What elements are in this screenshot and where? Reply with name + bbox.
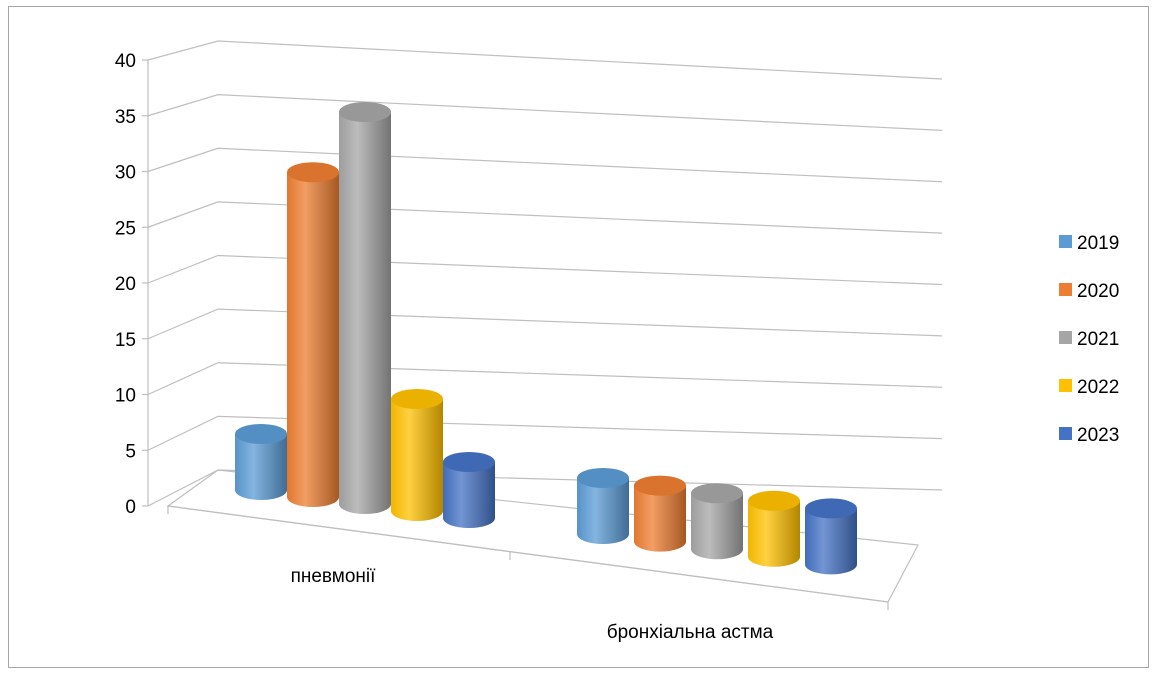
gridline xyxy=(147,40,943,80)
legend-swatch xyxy=(1059,283,1072,296)
legend-label: 2023 xyxy=(1077,425,1119,446)
gridline xyxy=(147,201,943,234)
gridline xyxy=(147,94,943,131)
gridline xyxy=(147,415,943,451)
legend-swatch xyxy=(1059,331,1072,344)
category-labels: пневмонії бронхіальна астма xyxy=(291,566,774,643)
gridline xyxy=(147,147,943,183)
bar-top xyxy=(805,498,857,519)
y-tick-label: 30 xyxy=(115,163,136,184)
bar-2022-pneumonia xyxy=(391,389,443,521)
legend-item-2019: 2019 xyxy=(1059,233,1119,254)
legend-label: 2022 xyxy=(1077,377,1119,398)
bars xyxy=(235,102,857,575)
legend-label: 2021 xyxy=(1077,329,1119,350)
bar-2021-pneumonia xyxy=(339,102,391,514)
gridline xyxy=(147,308,943,340)
bar-body xyxy=(805,508,857,575)
bar-body xyxy=(287,172,339,507)
legend-label: 2020 xyxy=(1077,281,1119,302)
bar-body xyxy=(634,485,686,552)
y-tick-label: 10 xyxy=(115,386,136,407)
legend-label: 2019 xyxy=(1077,233,1119,254)
gridlines xyxy=(142,40,943,507)
gridline xyxy=(147,254,943,286)
y-axis-ticks: 0 5 10 15 20 25 30 35 40 xyxy=(115,51,136,518)
legend-swatch xyxy=(1059,379,1072,392)
bar-body xyxy=(391,399,443,521)
bar-2019-asthma xyxy=(577,468,629,544)
y-tick-label: 35 xyxy=(115,107,136,128)
legend-item-2021: 2021 xyxy=(1059,329,1119,350)
gridline xyxy=(147,469,943,507)
legend-item-2023: 2023 xyxy=(1059,425,1119,446)
y-tick-label: 25 xyxy=(115,218,136,239)
y-tick-label: 20 xyxy=(115,274,136,295)
bar-top xyxy=(748,490,800,511)
y-tick-label: 15 xyxy=(115,330,136,351)
bar-2023-pneumonia xyxy=(443,452,495,528)
bar-2022-asthma xyxy=(748,490,800,567)
legend: 2019 2020 2021 2022 2023 xyxy=(1059,233,1119,446)
bar-body xyxy=(235,434,287,500)
legend-item-2020: 2020 xyxy=(1059,281,1119,302)
bar-2021-asthma xyxy=(691,483,743,560)
bar-body xyxy=(577,478,629,544)
bar-top xyxy=(339,102,391,122)
y-tick-label: 5 xyxy=(125,441,136,462)
bar-top xyxy=(577,468,629,488)
y-tick-label: 40 xyxy=(115,51,136,72)
bar-top xyxy=(691,483,743,504)
x-axis-line xyxy=(167,505,889,603)
chart-frame xyxy=(8,6,1149,668)
bar-body xyxy=(339,112,391,514)
bar-top xyxy=(443,452,495,472)
bar-body xyxy=(443,462,495,528)
bar-2023-asthma xyxy=(805,498,857,575)
bar-body xyxy=(691,493,743,560)
bar-top xyxy=(391,389,443,409)
chart-walls xyxy=(147,60,919,610)
category-label: бронхіальна астма xyxy=(607,622,774,643)
bar-top xyxy=(634,475,686,496)
bar-2020-asthma xyxy=(634,475,686,552)
bar-2020-pneumonia xyxy=(287,162,339,507)
legend-swatch xyxy=(1059,235,1072,248)
bar-top xyxy=(287,162,339,183)
category-label: пневмонії xyxy=(291,566,377,587)
bar-2019-pneumonia xyxy=(235,424,287,500)
bar-top xyxy=(235,424,287,444)
legend-item-2022: 2022 xyxy=(1059,377,1119,398)
y-tick-label: 0 xyxy=(125,497,136,518)
legend-swatch xyxy=(1059,427,1072,440)
bar-body xyxy=(748,500,800,567)
gridline xyxy=(147,362,943,396)
